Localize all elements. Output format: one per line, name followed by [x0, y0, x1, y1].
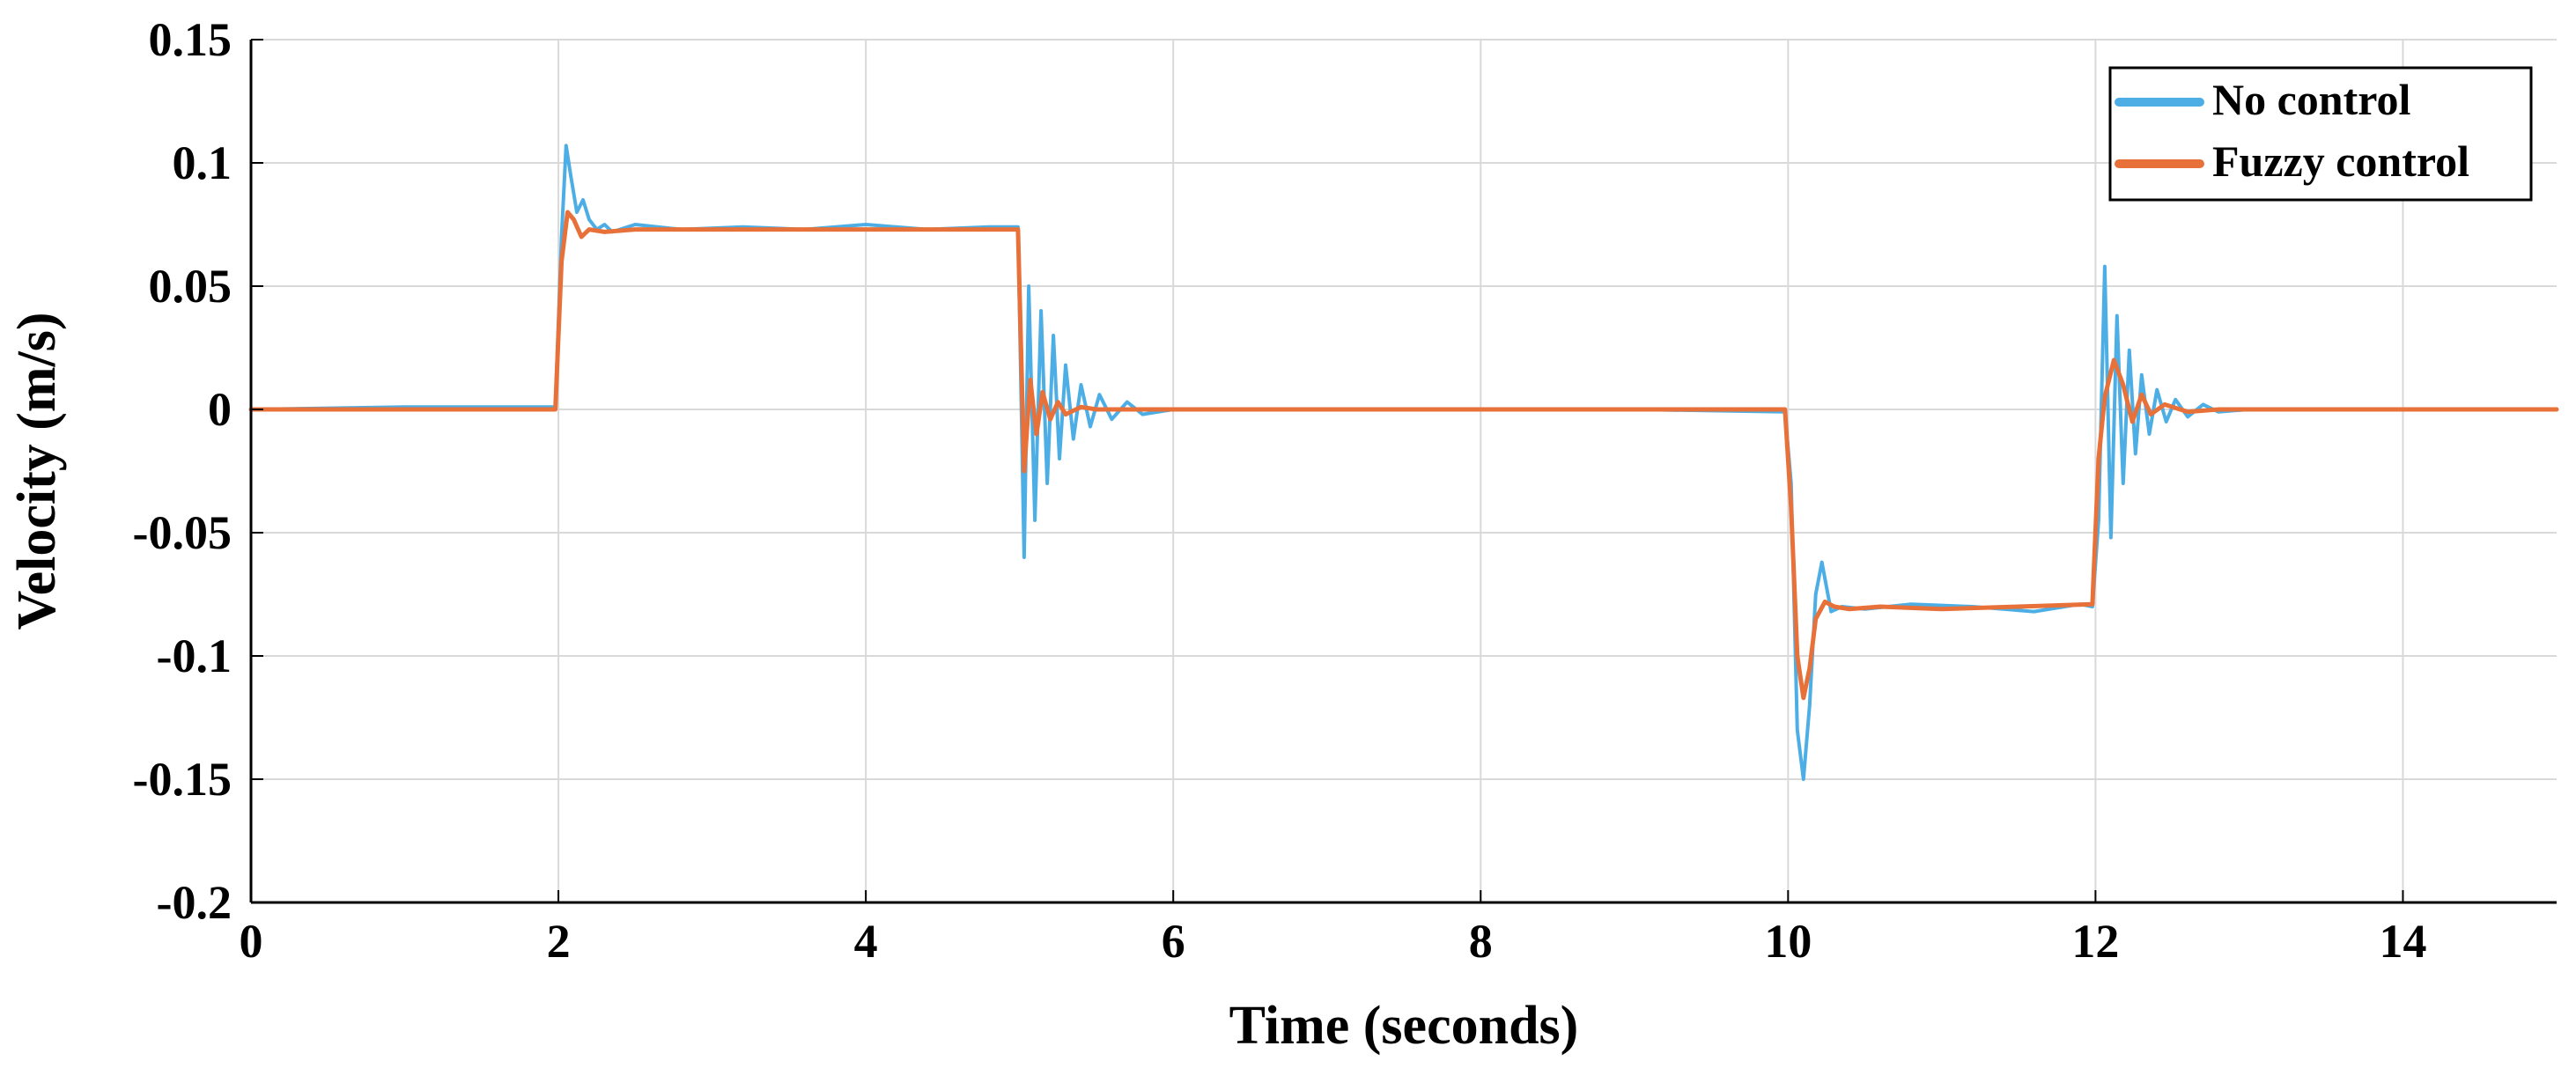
x-tick-label: 6 [1162, 915, 1185, 968]
y-axis-label: Velocity (m/s) [7, 312, 67, 630]
legend: No control Fuzzy control [2108, 66, 2533, 202]
x-tick-label: 0 [240, 915, 263, 968]
x-tick-label: 10 [1764, 915, 1812, 968]
x-tick-labels: 0 2 4 6 8 10 12 14 [240, 890, 2426, 968]
x-tick-label: 12 [2071, 915, 2119, 968]
x-tick-label: 4 [854, 915, 878, 968]
y-tick-label: -0.1 [157, 630, 232, 682]
y-tick-label: -0.05 [133, 506, 232, 559]
x-tick-label: 2 [547, 915, 571, 968]
legend-label-no-control: No control [2212, 75, 2411, 124]
y-tick-label: 0.05 [149, 260, 233, 313]
y-tick-label: -0.2 [157, 876, 232, 929]
x-axis-label: Time (seconds) [1229, 996, 1579, 1056]
x-tick-label: 14 [2379, 915, 2426, 968]
series-layer [248, 144, 2559, 781]
y-tick-label: 0.1 [173, 136, 233, 189]
y-tick-labels: 0.15 0.1 0.05 0 -0.05 -0.1 -0.15 -0.2 [133, 13, 263, 929]
legend-label-fuzzy-control: Fuzzy control [2212, 136, 2469, 186]
series-line-fuzzy-control [248, 210, 2559, 701]
x-tick-label: 8 [1469, 915, 1493, 968]
legend-box [2108, 66, 2533, 202]
y-tick-label: -0.15 [133, 753, 232, 806]
y-tick-label: 0.15 [149, 13, 233, 66]
y-tick-label: 0 [208, 383, 232, 436]
